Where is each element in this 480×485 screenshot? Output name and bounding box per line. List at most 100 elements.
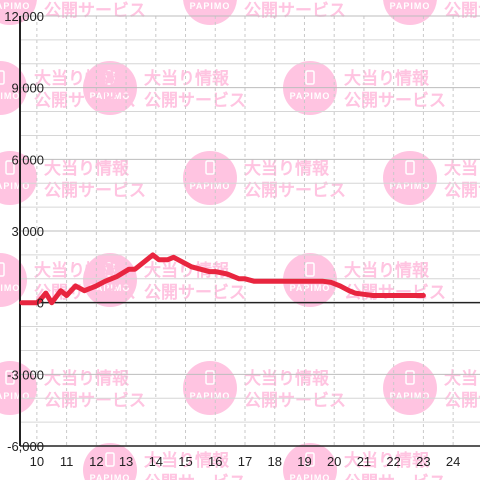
watermark-line2: 公開サービス xyxy=(444,181,480,200)
y-tick-label: -6,000 xyxy=(7,439,44,454)
phone-icon xyxy=(405,160,415,175)
watermark-logo-text: PAPIMO xyxy=(90,283,131,293)
x-tick-label: 19 xyxy=(297,454,311,469)
watermark-logo-text: PAPIMO xyxy=(390,391,431,401)
watermark-line1: 大当り情報 xyxy=(344,450,430,470)
y-tick-label: 0 xyxy=(37,296,44,311)
phone-icon xyxy=(305,262,315,277)
watermark-line2: 公開サービス xyxy=(344,473,446,480)
tick-labels: -6,000 -3,000 0 3,000 6,000 9,000 12,000 10 11 12… xyxy=(4,9,460,469)
watermark-line1: 大当り情報 xyxy=(34,68,120,88)
x-tick-label: 10 xyxy=(30,454,44,469)
x-tick-label: 13 xyxy=(119,454,133,469)
x-tick-label: 18 xyxy=(267,454,281,469)
watermark-logo-circle xyxy=(0,151,37,205)
watermark-line2: 公開サービス xyxy=(44,181,146,200)
phone-icon xyxy=(5,160,15,175)
x-tick-label: 12 xyxy=(89,454,103,469)
phone-icon xyxy=(205,160,215,175)
x-tick-label: 20 xyxy=(327,454,341,469)
watermark-line2: 公開サービス xyxy=(444,391,480,410)
watermark-line1: 大当り情報 xyxy=(444,158,480,178)
watermark-logo-text: PAPIMO xyxy=(90,473,131,480)
x-tick-label: 23 xyxy=(416,454,430,469)
y-tick-label: 12,000 xyxy=(4,9,44,24)
phone-icon xyxy=(305,70,315,85)
watermark-logo-text: PAPIMO xyxy=(0,283,20,293)
watermark-logo-circle xyxy=(183,0,237,25)
watermark-logo-text: PAPIMO xyxy=(290,91,331,101)
watermark-line2: 公開サービス xyxy=(144,91,246,110)
watermark-logo-circle xyxy=(0,0,37,25)
watermark-logo-text: PAPIMO xyxy=(0,1,30,11)
watermark-line2: 公開サービス xyxy=(144,473,246,480)
watermark-line1: 大当り情報 xyxy=(34,260,120,280)
watermark-line2: 公開サービス xyxy=(44,391,146,410)
watermark-line1: 大当り情報 xyxy=(44,368,130,388)
watermark-logo-circle xyxy=(283,443,337,485)
watermark-line1: 大当り情報 xyxy=(244,158,330,178)
watermark-line1: 大当り情報 xyxy=(444,368,480,388)
watermark-logo-text: PAPIMO xyxy=(290,283,331,293)
phone-icon xyxy=(105,452,115,467)
watermark-logo-text: PAPIMO xyxy=(190,181,231,191)
phone-icon xyxy=(305,452,315,467)
x-tick-label: 11 xyxy=(60,454,74,469)
y-tick-label: -3,000 xyxy=(7,367,44,382)
watermark-logo-text: PAPIMO xyxy=(0,391,30,401)
watermark-logo-text: PAPIMO xyxy=(390,1,431,11)
watermark-logo-circle xyxy=(0,253,27,307)
watermark-line1: 大当り情報 xyxy=(244,368,330,388)
watermark-logo-circle xyxy=(83,443,137,485)
watermark-logo-text: PAPIMO xyxy=(290,473,331,480)
x-tick-label: 15 xyxy=(178,454,192,469)
watermark-logo-text: PAPIMO xyxy=(190,1,231,11)
watermark-line1: 大当り情報 xyxy=(144,260,230,280)
watermark-line1: 大当り情報 xyxy=(344,68,430,88)
watermark-logo-text: PAPIMO xyxy=(190,391,231,401)
phone-icon xyxy=(0,262,5,277)
watermark-line1: 大当り情報 xyxy=(44,158,130,178)
phone-icon xyxy=(0,70,5,85)
axes xyxy=(19,16,480,447)
x-tick-label: 24 xyxy=(446,454,460,469)
watermark-line2: 公開サービス xyxy=(344,91,446,110)
x-tick-label: 16 xyxy=(208,454,222,469)
x-tick-label: 17 xyxy=(238,454,252,469)
y-tick-label: 3,000 xyxy=(11,224,44,239)
watermark-line1: 大当り情報 xyxy=(144,450,230,470)
x-tick-label: 21 xyxy=(357,454,371,469)
phone-icon xyxy=(105,262,115,277)
watermark-line2: 公開サービス xyxy=(244,391,346,410)
watermark-logo-text: PAPIMO xyxy=(390,181,431,191)
watermark-line2: 公開サービス xyxy=(144,283,246,302)
x-tick-label: 22 xyxy=(386,454,400,469)
phone-icon xyxy=(5,370,15,385)
watermark-logo-circle xyxy=(383,361,437,415)
watermark-line1: 大当り情報 xyxy=(344,260,430,280)
y-tick-label: 9,000 xyxy=(11,81,44,96)
y-tick-label: 6,000 xyxy=(11,152,44,167)
phone-icon xyxy=(405,370,415,385)
watermark-logo-text: PAPIMO xyxy=(0,91,20,101)
watermark-line2: 公開サービス xyxy=(44,1,146,20)
watermark-logo-circle xyxy=(183,361,237,415)
watermark-line2: 公開サービス xyxy=(444,1,480,20)
series-layer xyxy=(19,252,426,306)
watermark-logo-text: PAPIMO xyxy=(90,91,131,101)
watermark-line2: 公開サービス xyxy=(244,181,346,200)
phone-icon xyxy=(205,370,215,385)
watermark-logo-circle xyxy=(183,151,237,205)
